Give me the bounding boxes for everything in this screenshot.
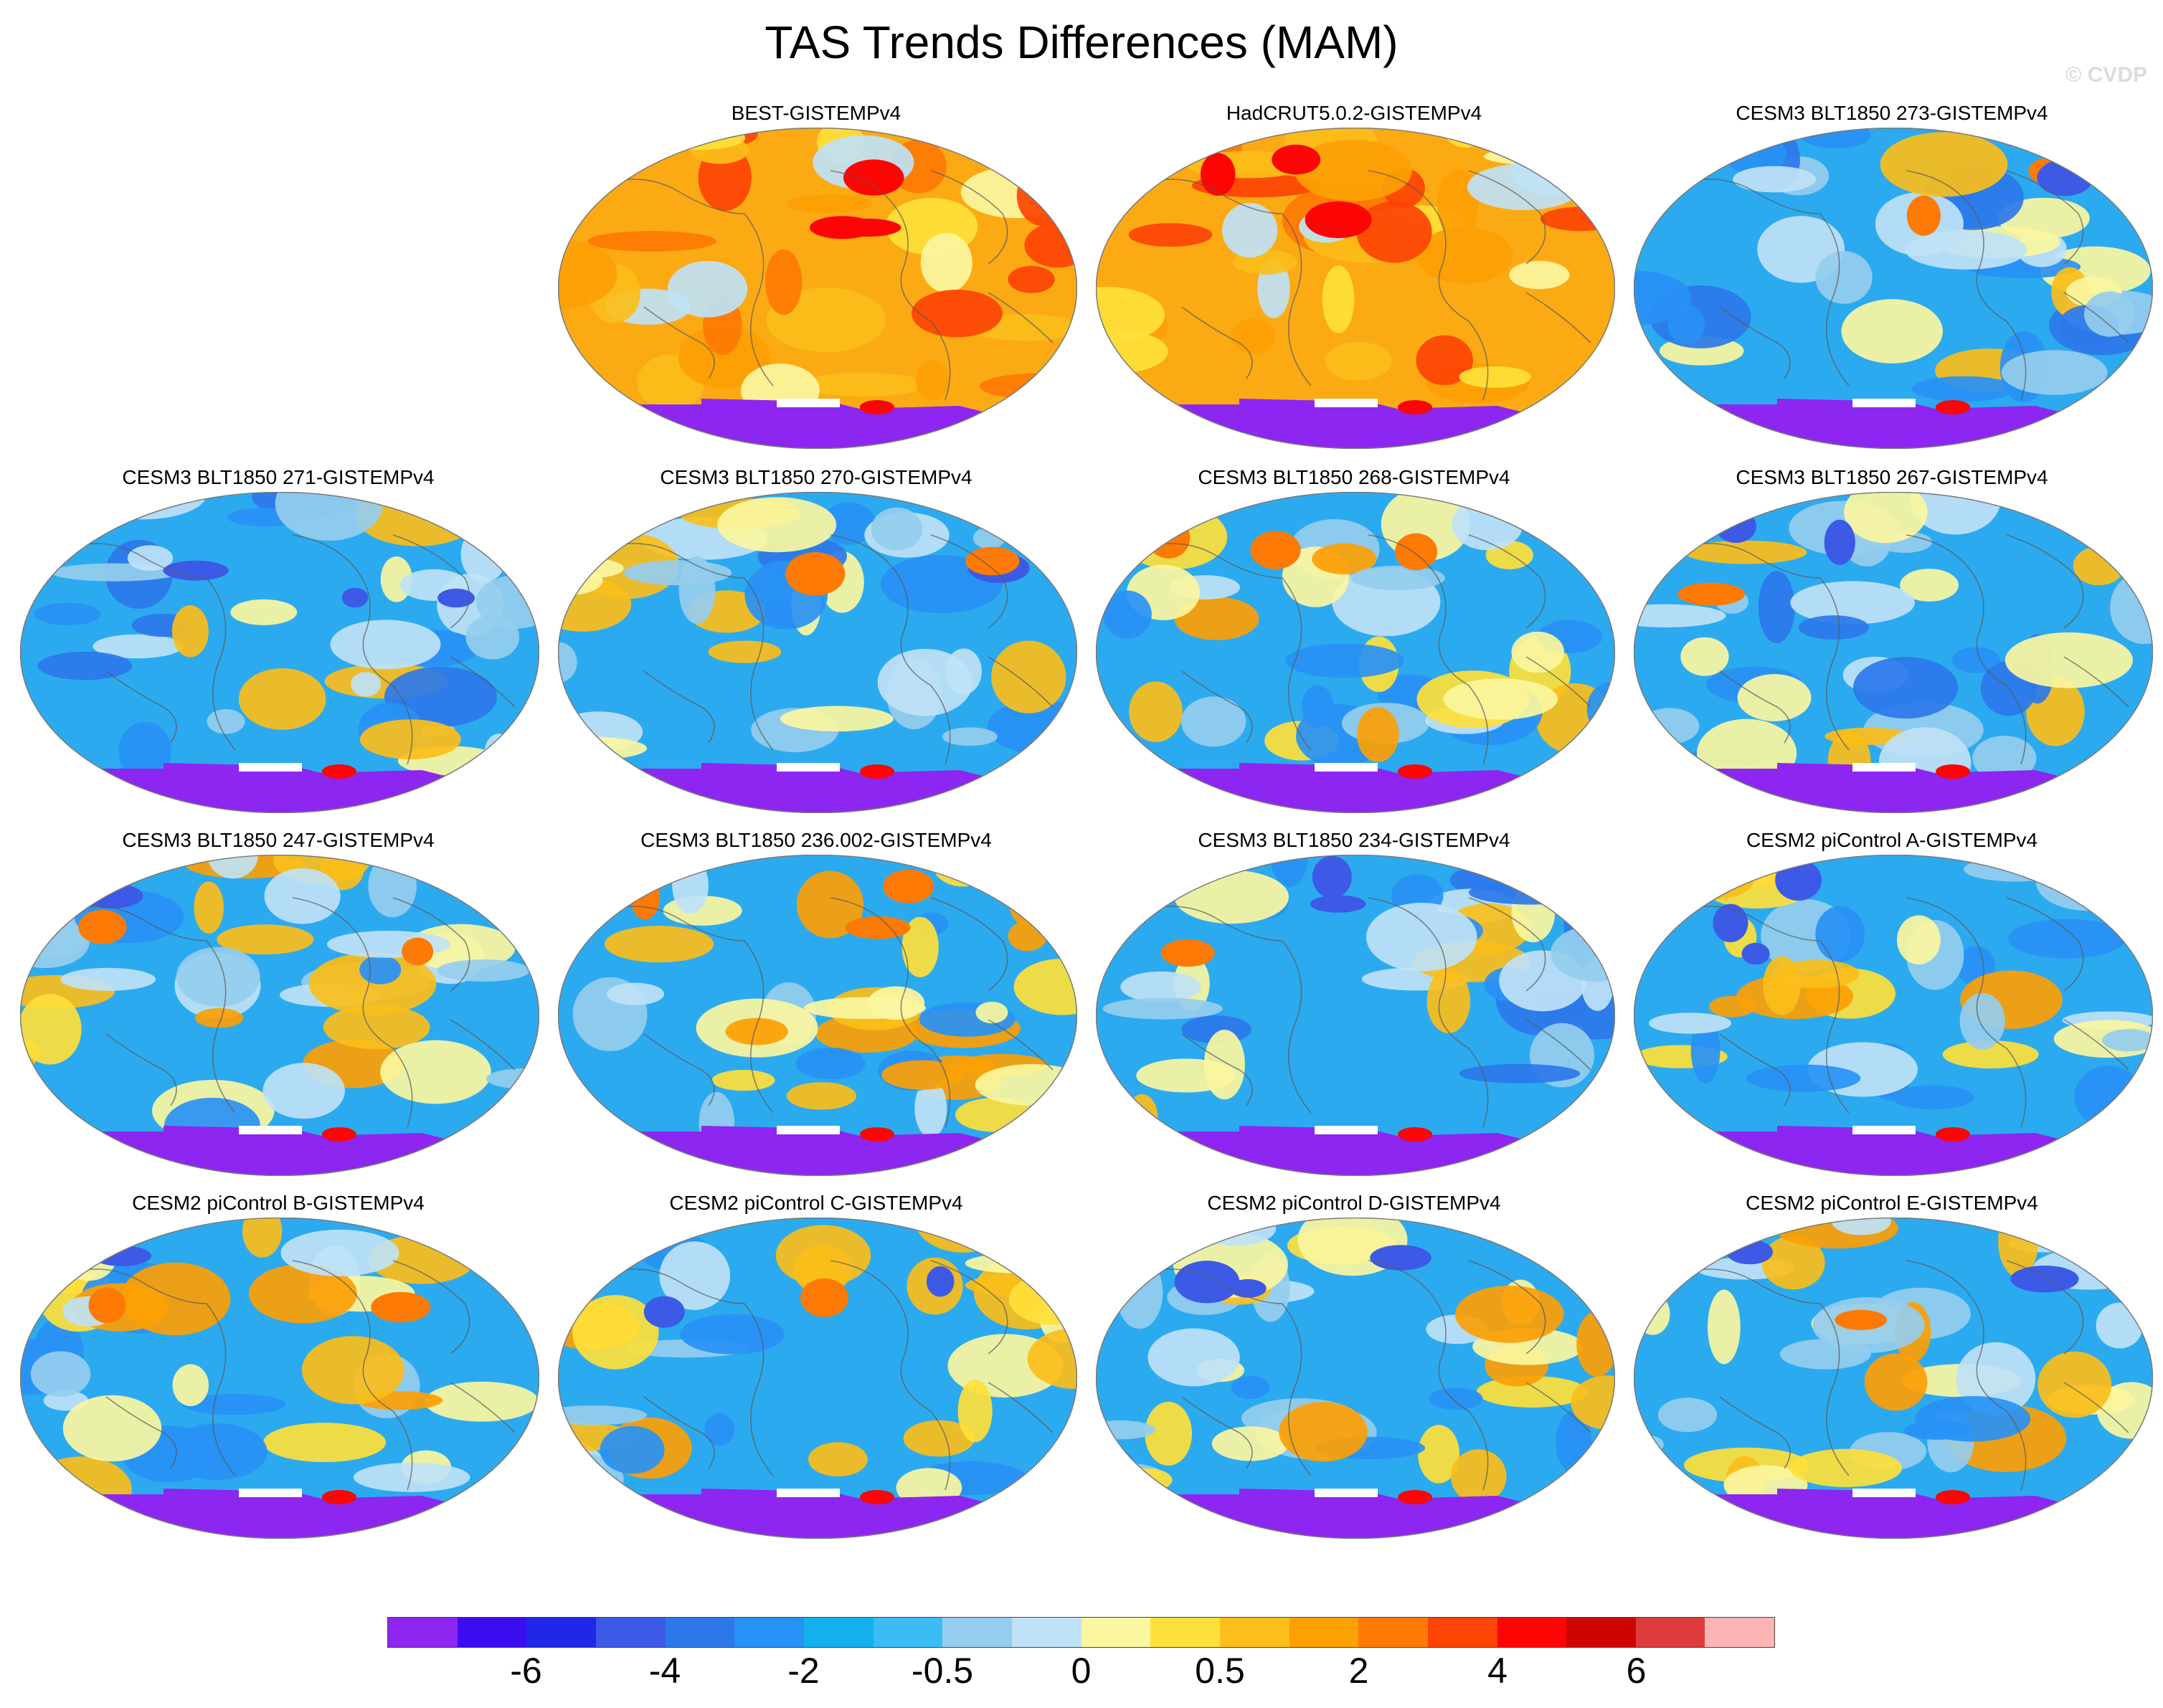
colorbar-box <box>1566 1618 1636 1647</box>
colorbar-box <box>734 1618 804 1647</box>
world-map <box>558 128 1077 449</box>
map-panel: CESM2 piControl B-GISTEMPv4 <box>13 1190 544 1549</box>
colorbar-tick-label: -6 <box>510 1651 542 1691</box>
panel-title: HadCRUT5.0.2-GISTEMPv4 <box>1226 102 1482 124</box>
colorbar-box <box>1289 1618 1359 1647</box>
panel-title: BEST-GISTEMPv4 <box>731 102 901 124</box>
world-map <box>20 492 539 813</box>
world-map <box>1634 492 2153 813</box>
world-map <box>1096 855 1615 1176</box>
world-map <box>1096 492 1615 813</box>
colorbar-box <box>1081 1618 1151 1647</box>
colorbar-box <box>1358 1618 1428 1647</box>
colorbar-box <box>803 1618 874 1647</box>
colorbar-box <box>1497 1618 1567 1647</box>
colorbar-box <box>526 1618 596 1647</box>
panel-title: CESM3 BLT1850 268-GISTEMPv4 <box>1198 466 1510 488</box>
panel-title: CESM3 BLT1850 234-GISTEMPv4 <box>1198 829 1510 851</box>
map-panel: CESM3 BLT1850 273-GISTEMPv4 <box>1627 100 2157 459</box>
panel-title: CESM3 BLT1850 270-GISTEMPv4 <box>660 466 972 488</box>
map-panel: CESM2 piControl E-GISTEMPv4 <box>1627 1190 2157 1549</box>
panel-title: CESM3 BLT1850 273-GISTEMPv4 <box>1736 102 2048 124</box>
colorbar-tick-label: 2 <box>1348 1651 1369 1691</box>
colorbar-box <box>665 1618 735 1647</box>
panel-title: CESM3 BLT1850 267-GISTEMPv4 <box>1736 466 2048 488</box>
panel-title: CESM2 piControl D-GISTEMPv4 <box>1207 1192 1501 1214</box>
panel-title: CESM3 BLT1850 271-GISTEMPv4 <box>122 466 435 488</box>
map-panel: CESM3 BLT1850 267-GISTEMPv4 <box>1627 465 2157 823</box>
panel-title: CESM2 piControl A-GISTEMPv4 <box>1746 829 2038 851</box>
map-panel: CESM2 piControl D-GISTEMPv4 <box>1089 1190 1619 1549</box>
colorbar-box <box>595 1618 666 1647</box>
colorbar-box <box>942 1618 1012 1647</box>
map-panel: CESM3 BLT1850 268-GISTEMPv4 <box>1089 465 1619 823</box>
colorbar-box <box>388 1618 458 1647</box>
colorbar-box <box>1011 1618 1082 1647</box>
world-map <box>1096 1218 1615 1539</box>
colorbar-box <box>873 1618 943 1647</box>
map-panel: CESM3 BLT1850 234-GISTEMPv4 <box>1089 827 1619 1186</box>
world-map <box>20 1218 539 1539</box>
colorbar-tick-label: 0 <box>1071 1651 1092 1691</box>
colorbar-tick-label: 6 <box>1626 1651 1647 1691</box>
colorbar-tick-label: -2 <box>787 1651 820 1691</box>
world-map <box>1634 1218 2153 1539</box>
colorbar-box <box>1219 1618 1289 1647</box>
world-map <box>558 1218 1077 1539</box>
map-panel: CESM2 piControl C-GISTEMPv4 <box>551 1190 1082 1549</box>
world-map <box>1096 128 1615 449</box>
map-panel: CESM3 BLT1850 236.002-GISTEMPv4 <box>551 827 1082 1186</box>
map-panel: HadCRUT5.0.2-GISTEMPv4 <box>1089 100 1619 459</box>
figure-title: TAS Trends Differences (MAM) <box>765 16 1398 68</box>
panel-title: CESM3 BLT1850 236.002-GISTEMPv4 <box>640 829 992 851</box>
world-map <box>1634 128 2153 449</box>
panel-title: CESM3 BLT1850 247-GISTEMPv4 <box>122 829 435 851</box>
world-map <box>558 855 1077 1176</box>
map-panel: CESM3 BLT1850 247-GISTEMPv4 <box>13 827 544 1186</box>
panel-title: CESM2 piControl E-GISTEMPv4 <box>1746 1192 2038 1214</box>
colorbar-box <box>1427 1618 1497 1647</box>
world-map <box>1634 855 2153 1176</box>
colorbar-box <box>1150 1618 1220 1647</box>
colorbar-tick-label: 4 <box>1487 1651 1508 1691</box>
map-panel: CESM3 BLT1850 270-GISTEMPv4 <box>551 465 1082 823</box>
panel-title: CESM2 piControl C-GISTEMPv4 <box>669 1192 963 1214</box>
world-map <box>20 855 539 1176</box>
colorbar <box>387 1617 1775 1648</box>
map-panel: BEST-GISTEMPv4 <box>551 100 1082 459</box>
colorbar-tick-label: -0.5 <box>911 1651 974 1691</box>
colorbar-box <box>457 1618 527 1647</box>
copyright-watermark: © CVDP <box>2065 63 2147 87</box>
colorbar-box <box>1705 1618 1775 1647</box>
world-map <box>558 492 1077 813</box>
colorbar-tick-label: -4 <box>648 1651 681 1691</box>
panel-title: CESM2 piControl B-GISTEMPv4 <box>132 1192 425 1214</box>
map-panel: CESM2 piControl A-GISTEMPv4 <box>1627 827 2157 1186</box>
colorbar-box <box>1635 1618 1705 1647</box>
map-panel: CESM3 BLT1850 271-GISTEMPv4 <box>13 465 544 823</box>
colorbar-tick-label: 0.5 <box>1195 1651 1245 1691</box>
